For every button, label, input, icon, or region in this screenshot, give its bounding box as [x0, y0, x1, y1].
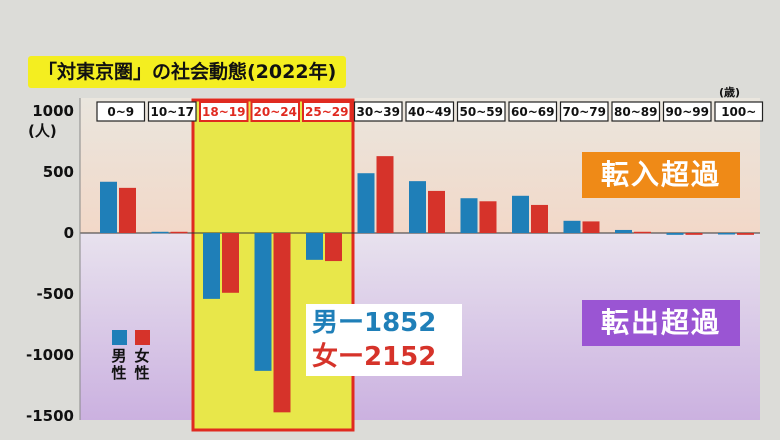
category-box	[147, 101, 197, 122]
totals-box: 男ー1852 女ー2152	[306, 304, 462, 376]
male-total: 男ー1852	[312, 308, 437, 338]
category-box	[611, 101, 661, 122]
male-bar	[100, 181, 117, 233]
category-label: 0~9	[107, 105, 134, 119]
male-bar	[151, 231, 169, 234]
female-bar	[170, 231, 188, 234]
category-label: 40~49	[408, 105, 451, 119]
category-label: 50~59	[460, 105, 503, 119]
category-box	[662, 101, 712, 122]
category-box	[96, 101, 146, 122]
y-unit-label: (人)	[28, 122, 57, 140]
legend-male-swatch	[112, 330, 127, 345]
category-label: 30~39	[357, 105, 400, 119]
category-box	[199, 101, 249, 122]
y-tick-label: 500	[43, 163, 74, 181]
legend-male-label: 男性	[111, 347, 127, 382]
female-bar	[582, 221, 600, 233]
legend: 男性 女性	[108, 328, 156, 392]
y-tick-label: -500	[36, 285, 74, 303]
male-bar	[409, 181, 426, 233]
female-bar	[428, 190, 445, 233]
male-bar	[357, 173, 375, 233]
female-bar	[634, 231, 651, 234]
male-bar	[306, 233, 323, 260]
category-label: 60~69	[511, 105, 554, 119]
female-bar	[222, 233, 239, 293]
category-box	[559, 101, 609, 122]
y-tick-label: -1500	[26, 407, 74, 425]
male-bar	[666, 233, 684, 235]
female-bar	[273, 233, 291, 413]
y-tick-label: 1000	[32, 102, 74, 120]
female-bar	[325, 233, 342, 262]
category-box	[302, 101, 352, 122]
category-box	[250, 101, 300, 122]
net-inflow-label: 転入超過	[582, 152, 740, 198]
category-box	[456, 101, 506, 122]
y-tick-label: -1000	[26, 346, 74, 364]
category-box	[508, 101, 558, 122]
chart-title: 「対東京圏」の社会動態(2022年)	[28, 56, 347, 88]
male-bar	[563, 220, 581, 233]
category-label: 90~99	[666, 105, 709, 119]
female-bar	[119, 187, 136, 233]
female-bar	[737, 233, 754, 235]
female-bar	[479, 201, 497, 233]
category-label: 80~89	[614, 105, 657, 119]
category-label: 18~19	[202, 105, 245, 119]
female-bar	[531, 204, 548, 233]
female-bar	[685, 233, 703, 235]
category-box	[353, 101, 403, 122]
male-bar	[615, 229, 632, 233]
male-bar	[718, 233, 735, 235]
net-outflow-label: 転出超過	[582, 300, 740, 346]
legend-female-swatch	[135, 330, 150, 345]
male-bar	[460, 198, 478, 233]
y-tick-label: 0	[64, 224, 74, 242]
category-label: 100~	[721, 105, 756, 119]
category-label: 20~24	[254, 105, 297, 119]
female-bar	[376, 156, 394, 233]
category-label: 10~17	[151, 105, 194, 119]
category-label: 25~29	[305, 105, 348, 119]
male-bar	[203, 233, 220, 299]
category-box	[405, 101, 455, 122]
legend-female-label: 女性	[134, 347, 150, 382]
x-unit-label: (歳)	[719, 85, 740, 99]
male-bar	[254, 233, 272, 371]
male-bar	[512, 195, 529, 233]
female-total: 女ー2152	[312, 342, 437, 372]
category-label: 70~79	[563, 105, 606, 119]
category-box	[714, 101, 764, 122]
